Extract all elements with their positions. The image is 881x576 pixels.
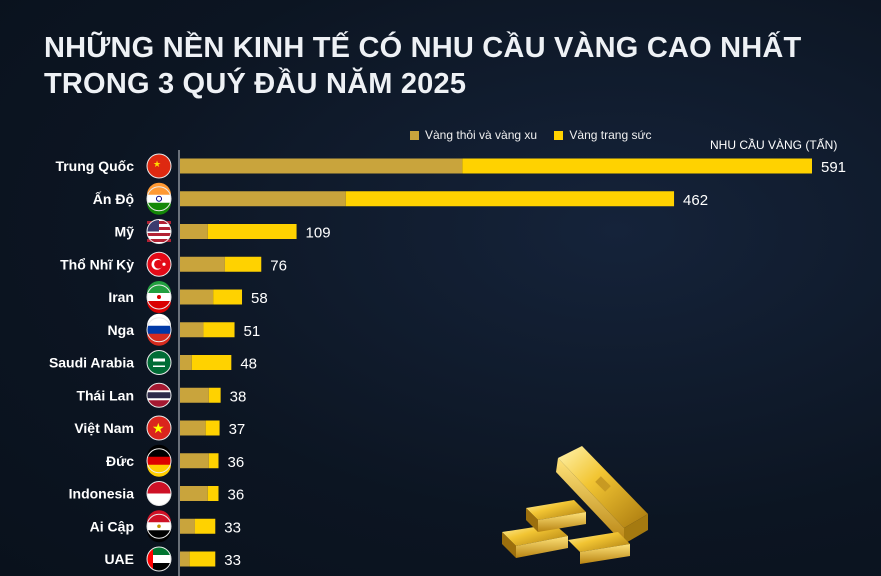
bar-jewelry (203, 322, 235, 338)
china-flag-icon: ★ (146, 153, 172, 179)
bar-jewelry (208, 387, 221, 403)
bar-jewelry (194, 518, 216, 534)
svg-text:★: ★ (152, 421, 165, 437)
uae-flag-icon (146, 546, 172, 572)
value-label: 591 (821, 159, 846, 176)
russia-flag-icon (146, 313, 172, 346)
value-label: 58 (251, 290, 268, 307)
bar-bar-coin (180, 322, 204, 338)
category-label: Iran (108, 289, 134, 305)
legend-label-bar-coin: Vàng thỏi và vàng xu (425, 128, 538, 142)
title-line-2: TRONG 3 QUÝ ĐẦU NĂM 2025 (44, 68, 467, 100)
bar-bar-coin (180, 420, 206, 436)
value-label: 33 (224, 519, 241, 536)
bar-bar-coin (180, 191, 346, 207)
value-label: 51 (244, 323, 261, 340)
bar-bar-coin (180, 256, 225, 272)
bar-jewelry (345, 191, 675, 207)
unit-label: NHU CẦU VÀNG (TẤN) (710, 138, 838, 152)
bar-jewelry (208, 453, 219, 469)
legend-swatch-jewelry (554, 131, 564, 140)
value-label: 37 (229, 421, 246, 438)
category-label: Ấn Độ (93, 191, 134, 207)
bar-bar-coin (180, 158, 463, 174)
chart-title: NHỮNG NỀN KINH TẾ CÓ NHU CẦU VÀNG CAO NH… (44, 30, 864, 102)
svg-text:★: ★ (153, 160, 161, 170)
category-label: Trung Quốc (55, 158, 134, 174)
bar-bar-coin (180, 387, 209, 403)
value-label: 36 (227, 487, 244, 504)
bar-jewelry (189, 551, 216, 567)
legend: Vàng thỏi và vàng xu Vàng trang sức (410, 128, 666, 142)
vietnam-flag-icon: ★ (146, 415, 172, 441)
indonesia-flag-icon (146, 481, 172, 506)
value-label: 36 (227, 454, 244, 471)
category-label: UAE (104, 551, 134, 567)
category-label: Đức (106, 453, 134, 469)
category-label: Thái Lan (76, 387, 134, 403)
category-label: Ai Cập (90, 518, 134, 534)
usa-flag-icon (146, 219, 172, 244)
india-flag-icon (146, 182, 172, 215)
value-label: 462 (683, 192, 708, 209)
value-label: 48 (240, 356, 257, 373)
bar-bar-coin (180, 453, 209, 469)
bar-jewelry (191, 355, 232, 370)
legend-swatch-bar-coin (410, 131, 419, 140)
value-label: 109 (306, 225, 331, 242)
category-label: Thổ Nhĩ Kỳ (60, 256, 134, 272)
thailand-flag-icon (146, 382, 172, 408)
bar-bar-coin (180, 551, 190, 567)
bar-bar-coin (180, 224, 208, 239)
legend-item-bar-coin: Vàng thỏi và vàng xu (410, 128, 537, 142)
gold-bars-icon (502, 446, 648, 564)
turkey-flag-icon (146, 251, 172, 277)
bar-bar-coin (180, 486, 208, 501)
category-label: Việt Nam (74, 420, 134, 436)
value-label: 38 (230, 388, 247, 405)
bar-bar-coin (180, 355, 192, 370)
legend-item-jewelry: Vàng trang sức (554, 128, 652, 142)
legend-label-jewelry: Vàng trang sức (569, 128, 652, 142)
iran-flag-icon (146, 281, 172, 313)
category-label: Saudi Arabia (49, 355, 134, 371)
bar-jewelry (207, 486, 219, 501)
bar-bar-coin (180, 289, 214, 305)
title-line-1: NHỮNG NỀN KINH TẾ CÓ NHU CẦU VÀNG CAO NH… (44, 32, 802, 64)
bar-jewelry (213, 289, 243, 305)
value-label: 76 (270, 257, 287, 274)
bar-jewelry (205, 420, 220, 436)
value-label: 33 (224, 552, 241, 569)
bar-jewelry (207, 224, 297, 239)
egypt-flag-icon (146, 510, 172, 543)
category-label: Mỹ (115, 224, 135, 240)
bar-jewelry (224, 256, 262, 272)
bar-bar-coin (180, 518, 195, 534)
germany-flag-icon (146, 444, 172, 477)
category-label: Indonesia (69, 486, 135, 502)
bar-jewelry (462, 158, 812, 174)
saudi-flag-icon (146, 350, 172, 375)
category-label: Nga (108, 322, 135, 338)
